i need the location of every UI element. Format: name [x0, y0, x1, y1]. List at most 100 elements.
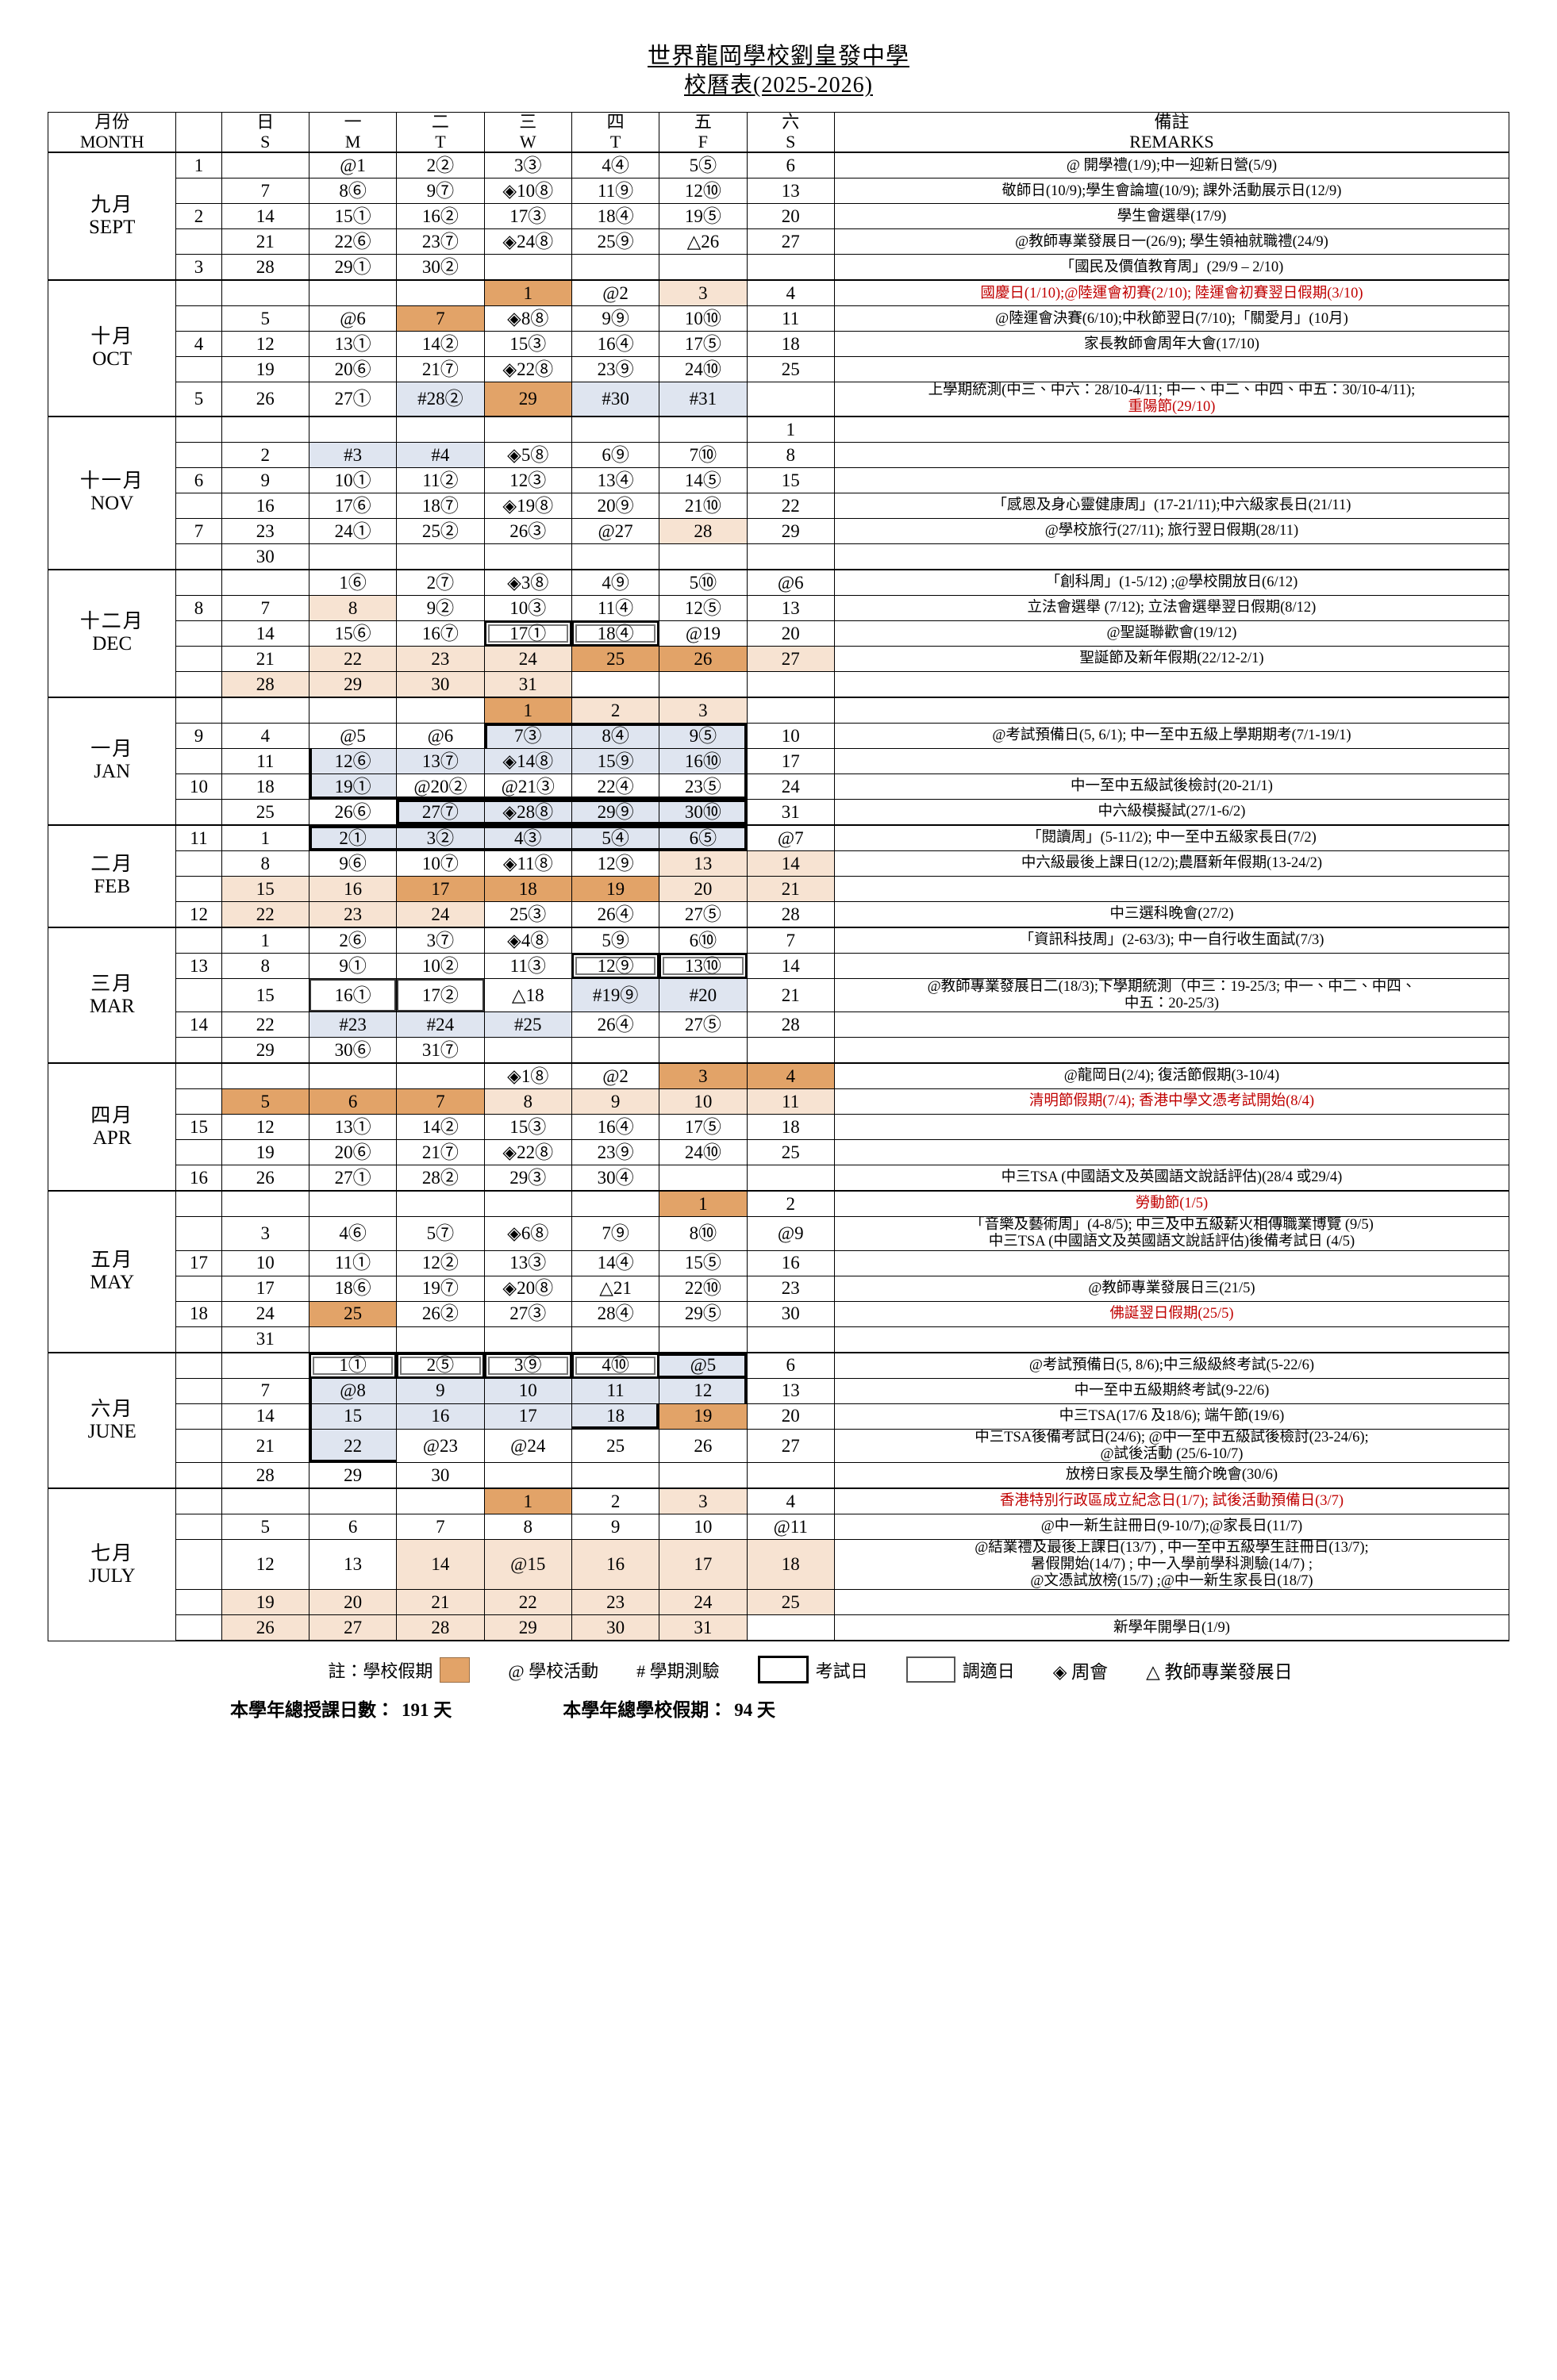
day-cell: 5④	[571, 823, 660, 851]
day-cell: 20	[746, 620, 835, 647]
calendar-week-row: 16 26 27① 28② 29③ 30④ 中三TSA (中國語文及英國語文說話評估)(28…	[48, 1165, 1510, 1192]
day-cell: 30②	[396, 254, 485, 282]
calendar-week-row: 12 13 14 @15 16 17 18 @結業禮及最後上課日(13/7) , 中一至中五級…	[48, 1539, 1510, 1591]
day-cell: 8	[221, 952, 309, 979]
day-cell: ◈10⑧	[483, 178, 572, 205]
week-number-cell	[175, 1589, 222, 1616]
calendar-week-row: 15 12 13① 14② 15③ 16④ 17⑤ 18	[48, 1114, 1510, 1141]
remarks-cell	[833, 1250, 1510, 1276]
calendar-week-row: 17 10 11① 12② 13③ 14④ 15⑤ 16	[48, 1250, 1510, 1276]
day-cell: 3②	[396, 823, 485, 851]
day-cell-empty	[308, 1488, 398, 1515]
day-cell: #24	[396, 1012, 485, 1038]
day-cell: 28	[221, 254, 309, 282]
week-number-cell	[175, 696, 222, 724]
day-cell: 12	[659, 1377, 748, 1404]
day-cell: @2	[571, 1062, 660, 1090]
day-cell: 19①	[308, 773, 398, 800]
calendar-week-row: 九月 SEPT 1 @1 2② 3③ 4④ 5⑤ 6 @ 開學禮(1/9);中一迎新日營(5/9)	[47, 152, 1510, 281]
day-cell: 4⑥	[308, 1216, 398, 1251]
calendar-week-row: 18 24 25 26② 27③ 28④ 29⑤ 30 佛誕翌日假期(25/5)	[48, 1300, 1510, 1327]
remarks-cell	[833, 875, 1510, 902]
adapt-day-box-swatch	[905, 1656, 955, 1683]
day-cell: 30	[396, 670, 485, 698]
day-cell: 16	[571, 1539, 660, 1591]
calendar-week-row: 七月 JULY 1 2 3 4 香港特別行政區成立紀念日(1/7); 試後活動預備日(3/7…	[47, 1488, 1510, 1641]
day-cell: 31	[746, 798, 835, 826]
day-cell: 10①	[308, 466, 398, 493]
remark-line: 中一至中五級試後檢討(20-21/1)	[1071, 778, 1273, 795]
remark-line: @教師專業發展日三(21/5)	[1088, 1280, 1255, 1296]
day-cell: 17	[659, 1539, 748, 1591]
calendar-week-row: 二月 FEB 11 1 2① 3② 4③ 5④ 6⑤ @7 「閱讀周」(5-11/2); 中一至中五…	[47, 823, 1510, 928]
day-cell-empty	[571, 1037, 660, 1065]
day-cell: 8	[746, 441, 835, 468]
day-cell: 8	[483, 1514, 572, 1541]
calendar-week-row: 31	[48, 1326, 1510, 1353]
day-cell: 30	[221, 543, 309, 570]
remarks-cell	[833, 670, 1510, 698]
day-cell: 26	[221, 1614, 309, 1642]
calendar-week-row: 19 20⑥ 21⑦ ◈22⑧ 23⑨ 24⑩ 25	[48, 356, 1510, 383]
day-cell: 5⑦	[396, 1216, 485, 1251]
month-label-en: NOV	[90, 493, 134, 515]
day-cell: 4③	[483, 823, 572, 851]
day-cell: 9②	[396, 594, 485, 621]
day-cell: @6	[746, 568, 835, 596]
day-cell: 28	[221, 670, 309, 698]
remark-line: 中三TSA (中國語文及英國語文說話評估)後備考試日 (4/5)	[988, 1234, 1355, 1250]
column-header-day-0-zh: 日	[256, 112, 275, 132]
day-cell: 10	[221, 1250, 309, 1276]
day-cell: 13	[308, 1539, 398, 1591]
day-cell: 14	[396, 1539, 485, 1591]
calendar-week-row: 5 26 27① #28② 29 #30 #31 上學期統測(中三、中六：28/10-4/11…	[48, 382, 1510, 417]
day-cell: 20⑨	[571, 492, 660, 519]
remarks-cell	[833, 543, 1510, 570]
month-label-zh: 九月	[90, 194, 134, 216]
calendar-week-row: 10 18 19① @20② @21③ 22④ 23⑤ 24 中一至中五級試後檢討(20-21/…	[48, 773, 1510, 800]
day-cell: 3⑨	[483, 1351, 572, 1379]
week-number-cell	[175, 1088, 222, 1115]
day-cell: 22	[308, 1428, 398, 1464]
column-header-day-3-zh: 三	[519, 112, 537, 132]
day-cell: 15③	[483, 331, 572, 358]
pd-triangle-icon: △ 教師專業發展日	[1146, 1661, 1293, 1682]
column-header-month-en: MONTH	[79, 131, 144, 152]
column-header-week	[175, 112, 222, 153]
day-cell: 7⑨	[571, 1216, 660, 1251]
month-label-zh: 四月	[90, 1104, 134, 1127]
total-school-holidays: 本學年總學校假期： 94 天	[563, 1695, 775, 1722]
day-cell: 24	[659, 1589, 748, 1616]
remark-line: 中三TSA後備考試日(24/6); @中一至中五級試後檢討(23-24/6);	[975, 1429, 1369, 1445]
calendar-week-row: 十二月 DEC 1⑥ 2⑦ ◈3⑧ 4⑨ 5⑩ @6 「創科周」(1-5/12) ;@學校開放日…	[47, 568, 1510, 698]
day-cell: 27③	[483, 1300, 572, 1327]
remark-line: @聖誕聯歡會(19/12)	[1106, 625, 1237, 642]
day-cell: 30	[396, 1462, 485, 1490]
day-cell: 27①	[308, 382, 398, 417]
day-cell: #4	[396, 441, 485, 468]
remarks-cell: 中三TSA (中國語文及英國語文說話評估)(28/4 或29/4)	[833, 1165, 1510, 1192]
column-header-month-zh: 月份	[94, 112, 130, 132]
week-number-cell: 12	[175, 900, 222, 928]
day-cell-empty	[746, 382, 835, 417]
week-number-cell	[175, 1037, 222, 1065]
day-cell-empty	[396, 1190, 485, 1218]
day-cell: 18	[746, 331, 835, 358]
remarks-cell: 「創科周」(1-5/12) ;@學校開放日(6/12)	[833, 568, 1510, 596]
remark-line: 中六級最後上課日(12/2);農曆新年假期(13-24/2)	[1021, 855, 1323, 872]
month-label-may: 五月 MAY	[47, 1190, 177, 1353]
calendar-week-row: 29 30⑥ 31⑦	[48, 1037, 1510, 1065]
week-number-cell: 7	[175, 517, 222, 544]
day-cell-empty	[746, 543, 835, 570]
calendar-week-row: 8 7 8 9② 10③ 11④ 12⑤ 13 立法會選舉 (7/12); 立法會選舉翌日假期(…	[48, 594, 1510, 621]
day-cell: 26⑥	[308, 798, 398, 826]
day-cell: 28④	[571, 1300, 660, 1327]
day-cell: #28②	[396, 382, 485, 417]
month-label-en: JAN	[94, 761, 131, 783]
day-cell: 17⑤	[659, 331, 748, 358]
remarks-cell: 「資訊科技周」(2-63/3); 中一自行收生面試(7/3)	[833, 926, 1510, 954]
day-cell: △21	[571, 1275, 660, 1302]
legend-holiday-label: 註：學校假期	[328, 1660, 433, 1681]
day-cell: 24	[221, 1300, 309, 1327]
